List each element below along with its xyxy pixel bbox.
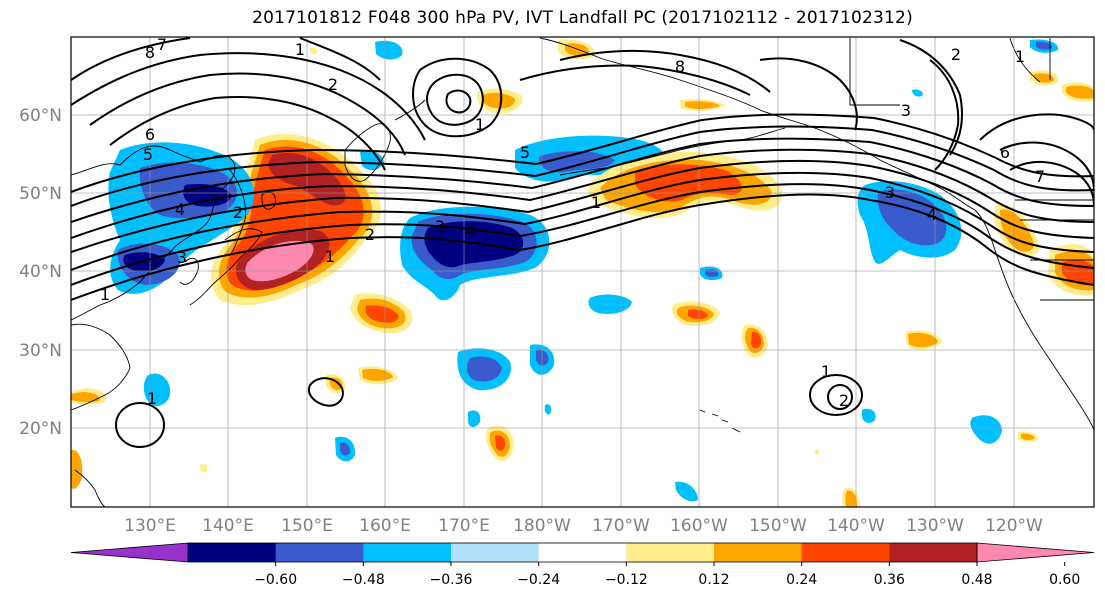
gridlines (71, 37, 1094, 507)
contour-label: 2 (365, 225, 375, 244)
contour-label: 6 (145, 125, 155, 144)
contour-label: 2 (328, 75, 338, 94)
contour-label: 1 (295, 40, 305, 59)
small-anomaly-blobs (71, 39, 1094, 507)
contour-label: 6 (1000, 143, 1010, 162)
lat-label-50n: 50°N (19, 184, 62, 204)
lon-label-150e: 150°E (281, 516, 333, 536)
map-title: 2017101812 F048 300 hPa PV, IVT Landfall… (252, 8, 913, 28)
contour-label: 1 (100, 285, 110, 304)
lat-label-40n: 40°N (19, 262, 62, 282)
lon-label-160e: 160°E (359, 516, 411, 536)
contour-label: 2 (839, 391, 849, 410)
contour-label: 1 (591, 193, 601, 212)
contour-label: 2 (233, 203, 243, 222)
lon-label-170e: 170°E (438, 516, 490, 536)
contour-label: 8 (675, 57, 685, 76)
contour-label: 3 (435, 217, 445, 236)
contour-labels: 8 7 6 5 4 3 2 1 1 2 1 1 1 2 3 4 5 6 7 8 … (100, 35, 1045, 410)
negative-anomaly-central (400, 206, 550, 301)
lat-label-30n: 30°N (19, 341, 62, 361)
contour-label: 1 (1015, 47, 1025, 66)
contour-label: 4 (465, 221, 475, 240)
contour-label: 7 (157, 35, 167, 54)
lon-label-150w: 150°W (749, 516, 807, 536)
contour-label: 7 (1035, 167, 1045, 186)
lon-label-130e: 130°E (124, 516, 176, 536)
contour-label: 1 (147, 389, 157, 408)
lon-label-140e: 140°E (202, 516, 254, 536)
lon-label-140w: 140°W (827, 516, 885, 536)
contour-label: 4 (175, 200, 185, 219)
lon-label-170w: 170°W (592, 516, 650, 536)
contour-label: 3 (177, 248, 187, 267)
contour-label: 4 (927, 205, 937, 224)
contour-label: 8 (145, 43, 155, 62)
contour-label: 1 (475, 115, 485, 134)
lon-label-180w: 180°W (513, 516, 571, 536)
lon-label-160w: 160°W (670, 516, 728, 536)
contour-label: 5 (143, 145, 153, 164)
lat-label-20n: 20°N (19, 419, 62, 439)
contour-label: 5 (520, 143, 530, 162)
lat-label-60n: 60°N (19, 106, 62, 126)
positive-anomaly-japan (210, 134, 413, 334)
lon-label-130w: 130°W (906, 516, 964, 536)
latitude-labels: 60°N 50°N 40°N 30°N 20°N (19, 106, 62, 439)
lon-label-120w: 120°W (985, 516, 1043, 536)
contour-label: 1 (821, 362, 831, 381)
positive-anomaly-gulf (588, 151, 783, 219)
map-frame (70, 36, 1095, 508)
longitude-labels: 130°E 140°E 150°E 160°E 170°E 180°W 170°… (124, 516, 1043, 536)
contour-label: 3 (885, 183, 895, 202)
pv-contours (71, 37, 1094, 448)
contour-label: 2 (951, 45, 961, 64)
contour-label: 3 (901, 101, 911, 120)
contour-label: 1 (325, 247, 335, 266)
